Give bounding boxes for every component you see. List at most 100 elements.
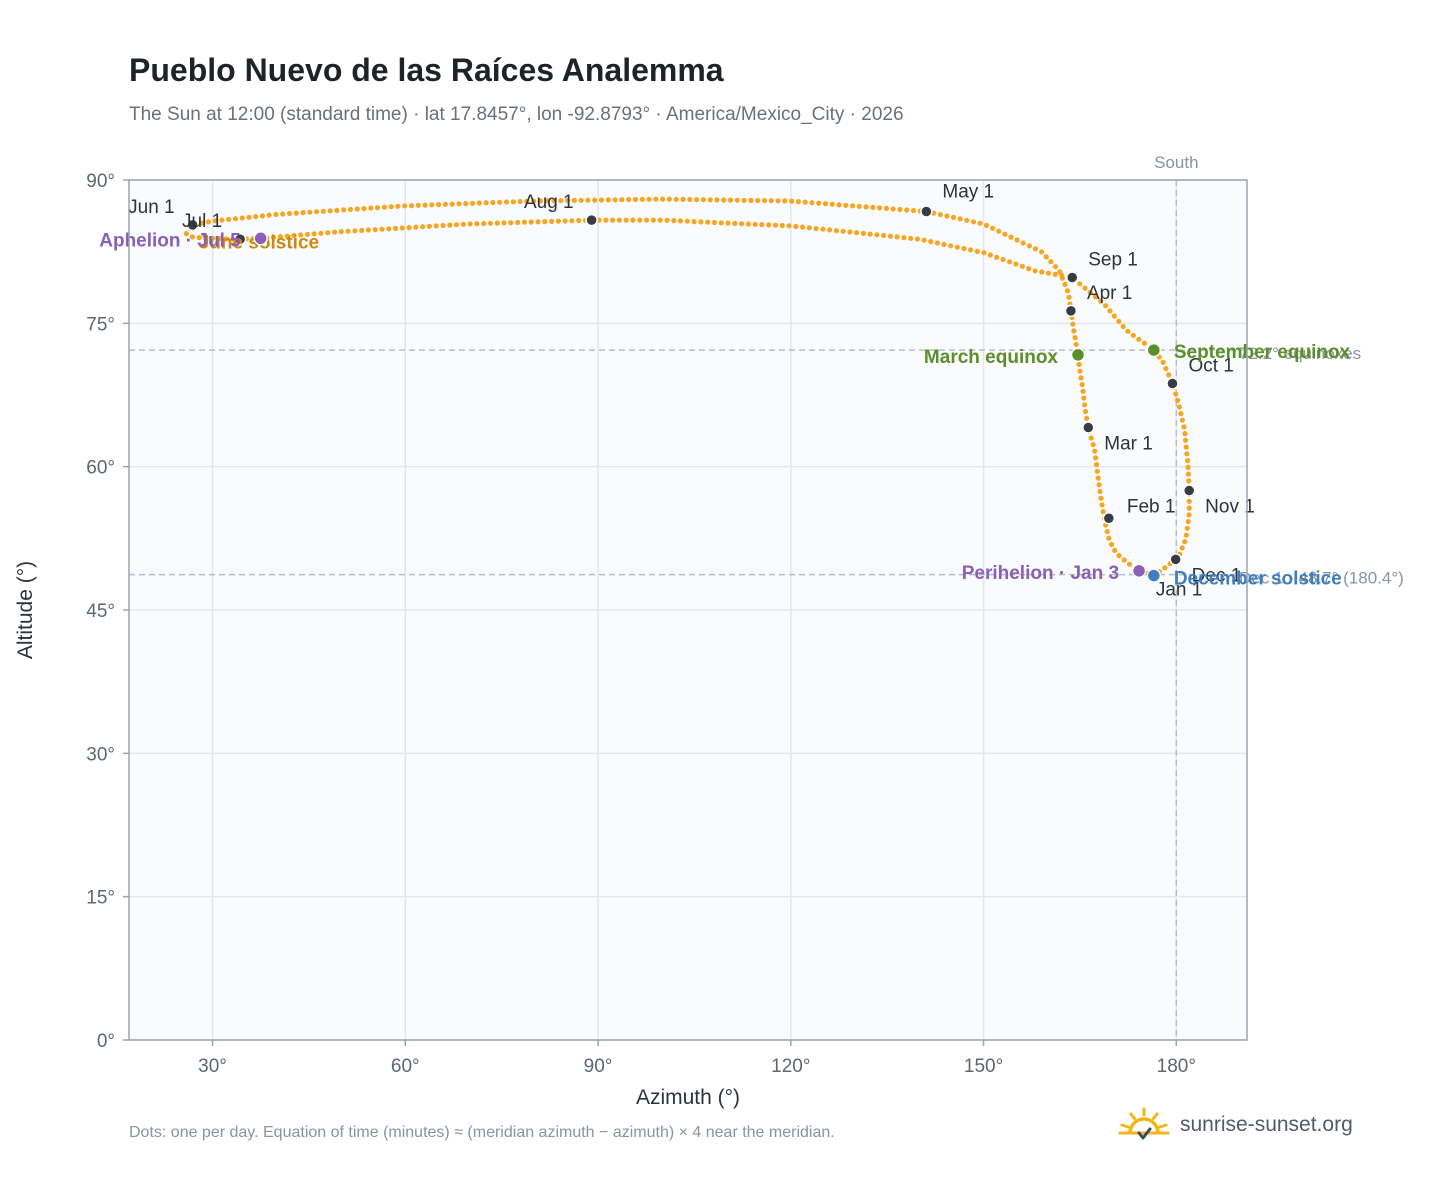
- analemma-dot: [183, 231, 189, 237]
- month-label: Jan 1: [1156, 580, 1202, 601]
- analemma-dot: [1080, 388, 1086, 394]
- month-label: Sep 1: [1088, 249, 1138, 270]
- month-marker: [1169, 553, 1182, 566]
- analemma-dot: [558, 198, 564, 204]
- analemma-dot: [800, 224, 806, 230]
- analemma-dot: [372, 227, 378, 233]
- analemma-dot: [711, 219, 718, 226]
- analemma-dot: [1045, 270, 1052, 276]
- month-label: Oct 1: [1188, 356, 1233, 377]
- analemma-dot: [379, 226, 385, 232]
- analemma-dot: [748, 197, 754, 203]
- analemma-dot: [585, 197, 591, 203]
- analemma-dot: [721, 197, 727, 203]
- analemma-dot: [1000, 256, 1006, 263]
- analemma-dot: [341, 207, 347, 213]
- analemma-dot: [867, 231, 873, 237]
- analemma-dot: [399, 225, 405, 231]
- analemma-dot: [1077, 281, 1083, 287]
- analemma-dot: [544, 198, 550, 204]
- analemma-dot: [1185, 471, 1191, 477]
- analemma-dot: [856, 203, 862, 209]
- analemma-dot: [1032, 246, 1039, 252]
- analemma-dot: [1076, 361, 1082, 367]
- analemma-dot: [1116, 553, 1122, 559]
- analemma-dot: [311, 231, 317, 237]
- analemma-dot: [239, 215, 245, 221]
- analemma-dot: [1088, 435, 1094, 441]
- analemma-dot: [1020, 240, 1026, 246]
- analemma-dot: [503, 199, 510, 205]
- analemma-dot: [487, 220, 494, 226]
- brand-logo[interactable]: sunrise-sunset.org: [1118, 1100, 1353, 1150]
- analemma-dot: [483, 200, 489, 206]
- analemma-dot: [521, 219, 528, 225]
- analemma-dot: [429, 202, 435, 208]
- analemma-dot: [576, 217, 582, 224]
- analemma-dot: [1090, 442, 1096, 448]
- analemma-dot: [361, 206, 367, 212]
- analemma-dot: [944, 213, 950, 219]
- analemma-dot: [977, 220, 983, 226]
- analemma-dot: [259, 213, 266, 219]
- analemma-dot: [1052, 271, 1058, 277]
- event-label: December solstice: [1174, 569, 1342, 590]
- analemma-dot: [1106, 535, 1112, 541]
- analemma-dot: [639, 196, 645, 202]
- x-tick-label: 60°: [391, 1056, 420, 1077]
- analemma-dot: [338, 229, 344, 235]
- analemma-dot: [470, 200, 476, 206]
- analemma-dot: [768, 198, 774, 204]
- analemma-dot: [1066, 294, 1072, 300]
- y-axis-label: Altitude (°): [14, 561, 37, 659]
- analemma-dot: [827, 227, 833, 233]
- analemma-dot: [1107, 308, 1113, 314]
- analemma-dot: [1179, 545, 1185, 551]
- analemma-dot: [694, 197, 700, 203]
- event-label: March equinox: [924, 347, 1059, 368]
- analemma-dot: [277, 234, 283, 240]
- month-marker: [1064, 304, 1078, 318]
- month-marker: [1082, 421, 1095, 434]
- analemma-dot: [203, 235, 209, 241]
- month-label: Jun 1: [128, 197, 174, 218]
- analemma-dot: [199, 220, 205, 226]
- analemma-dot: [515, 219, 521, 226]
- analemma-dot: [402, 203, 408, 209]
- analemma-dot: [1104, 529, 1110, 535]
- analemma-dot: [531, 198, 537, 204]
- analemma-dot: [517, 198, 523, 205]
- analemma-dot: [381, 204, 387, 210]
- x-tick-label: 90°: [584, 1056, 613, 1077]
- analemma-dot: [813, 225, 819, 232]
- analemma-dot: [752, 221, 758, 227]
- analemma-dot: [954, 244, 960, 250]
- analemma-dot: [551, 198, 557, 204]
- event-label: September equinox: [1174, 342, 1351, 363]
- analemma-dot: [219, 217, 225, 223]
- analemma-dot: [392, 225, 399, 231]
- analemma-dot: [883, 205, 890, 211]
- analemma-dot: [951, 214, 957, 220]
- analemma-dot: [508, 220, 514, 226]
- analemma-dot: [850, 203, 856, 209]
- analemma-dot: [610, 217, 616, 223]
- analemma-dot: [1184, 525, 1190, 531]
- analemma-dot: [616, 217, 623, 223]
- event-marker: [1146, 342, 1162, 358]
- analemma-dot: [1093, 462, 1100, 468]
- x-tick-label: 150°: [964, 1056, 1003, 1077]
- analemma-dot: [1070, 321, 1076, 327]
- analemma-dot: [863, 204, 869, 210]
- analemma-dot: [1013, 261, 1019, 267]
- analemma-dot: [318, 230, 324, 236]
- x-tick-label: 180°: [1157, 1056, 1196, 1077]
- analemma-dot: [987, 252, 993, 258]
- analemma-dot: [1182, 431, 1188, 437]
- analemma-dot: [196, 235, 202, 241]
- analemma-dot: [298, 232, 304, 238]
- analemma-dot: [772, 222, 779, 228]
- analemma-dot: [325, 230, 331, 236]
- analemma-dot: [436, 202, 442, 208]
